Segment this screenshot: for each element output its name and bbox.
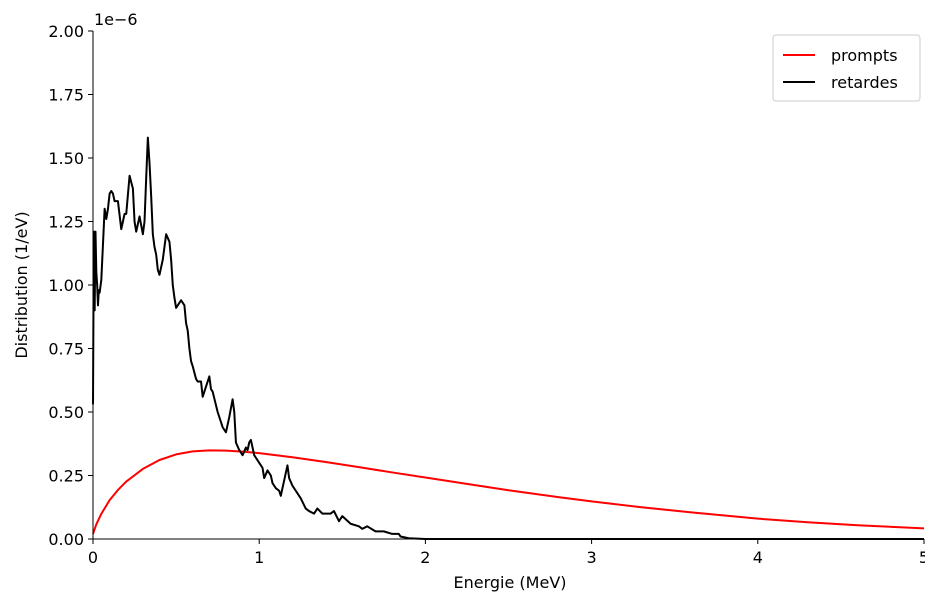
series-layer	[92, 136, 925, 540]
x-tick-label: 2	[420, 548, 430, 567]
y-tick-label: 0.75	[48, 340, 84, 359]
x-axis-label: Energie (MeV)	[454, 573, 567, 592]
legend-label-prompts: prompts	[831, 46, 898, 65]
plot-area	[93, 31, 924, 539]
axes-layer: 0 1 2 3 4 5 0.00 0.25 0.50 0.75 1.00 1.25 1.50 1.75 2.…	[48, 22, 925, 567]
y-tick-label: 1.50	[48, 149, 84, 168]
legend-label-retardes: retardes	[831, 73, 898, 92]
series-line-retardes	[92, 136, 924, 540]
y-tick-label: 1.75	[48, 86, 84, 105]
x-tick-label: 0	[88, 548, 98, 567]
legend-box	[772, 34, 921, 102]
x-tick-label: 1	[254, 548, 264, 567]
x-tick-label: 4	[753, 548, 763, 567]
series-line-prompts	[92, 449, 925, 535]
y-offset-label: 1e−6	[94, 10, 138, 29]
x-tick-label: 3	[587, 548, 597, 567]
x-tick-label: 5	[919, 548, 925, 567]
y-tick-label: 1.25	[48, 213, 84, 232]
y-tick-label: 0.50	[48, 403, 84, 422]
y-tick-label: 0.25	[48, 467, 84, 486]
plot-background	[93, 31, 924, 539]
legend: prompts retardes	[772, 34, 921, 102]
y-axis-label: Distribution (1/eV)	[12, 211, 31, 358]
y-tick-label: 1.00	[48, 276, 84, 295]
y-tick-label: 0.00	[48, 530, 84, 549]
y-tick-label: 2.00	[48, 22, 84, 41]
